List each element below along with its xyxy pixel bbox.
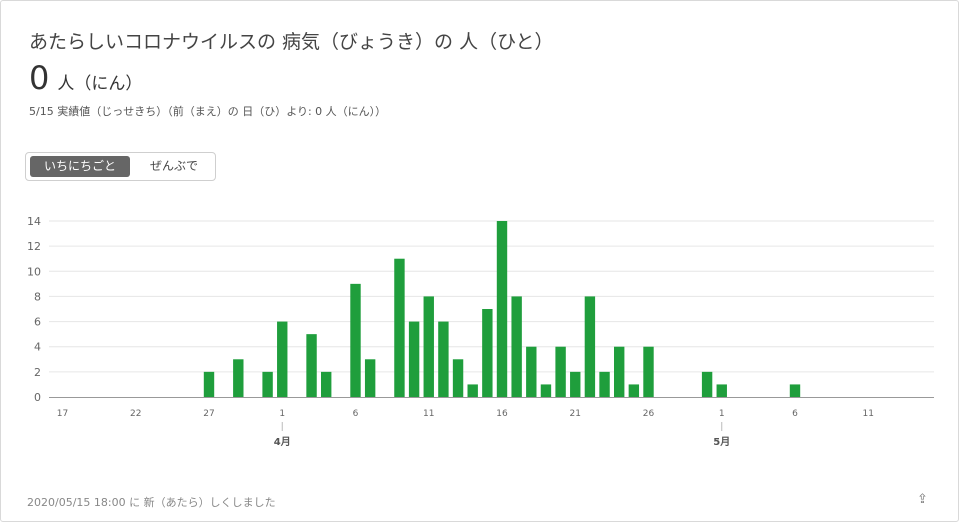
x-tick-label: 11 [863,409,874,419]
toggle-daily-button[interactable]: いちにちごと [30,156,130,177]
bar-4/16 [496,221,508,397]
toggle-total-button[interactable]: ぜんぶで [149,159,198,173]
bar-4/13 [452,359,464,397]
x-tick-label: 27 [203,409,214,419]
x-tick-label: 1 [719,409,725,419]
bar-4/25 [628,384,640,397]
bar-4/14 [467,384,478,397]
y-tick-label: 0 [34,391,41,404]
bar-4/23 [599,371,610,397]
bar-4/17 [511,296,522,397]
x-tick-label: 11 [423,409,434,419]
bar-4/24 [614,346,625,397]
bar-5/6 [789,384,801,397]
bar-4/19 [540,384,552,397]
y-tick-label: 6 [34,316,41,329]
bar-4/1 [277,321,288,397]
y-tick-label: 2 [34,366,41,379]
x-tick-label: 6 [353,409,359,419]
bar-4/11 [423,296,434,397]
bar-4/10 [408,321,420,397]
y-tick-label: 8 [34,290,41,303]
last-updated: 2020/05/15 18:00 に 新（あたら）しくしました [27,496,276,509]
count-subtitle: 5/15 実績値（じっせきち）（前（まえ）の 日（ひ）より: 0 人（にん）） [29,105,387,118]
bar-3/31 [262,371,273,397]
bar-4/26 [643,346,654,397]
month-label: 5月 [713,436,730,448]
count-unit: 人（にん） [57,74,143,94]
bar-4/3 [306,334,317,397]
y-tick-label: 14 [27,215,41,228]
bar-5/1 [716,384,727,397]
month-label: 4月 [274,436,291,448]
bar-3/27 [203,371,215,397]
x-tick-label: 17 [57,409,68,419]
page-title: あたらしいコロナウイルスの 病気（びょうき）の 人（ひと） [29,31,554,53]
x-tick-label: 6 [792,409,798,419]
bar-4/22 [584,296,596,397]
x-tick-label: 16 [496,409,508,419]
x-tick-label: 22 [130,409,141,419]
bar-4/18 [526,346,537,397]
bar-3/29 [233,359,244,397]
bar-4/6 [350,283,361,397]
bar-4/9 [394,258,405,397]
bar-4/30 [701,371,713,397]
bar-4/7 [364,359,376,397]
y-tick-label: 4 [34,341,41,354]
bar-4/4 [321,371,332,397]
bar-4/20 [555,346,566,397]
data-view-toggle: いちにちごと ぜんぶで [25,152,216,181]
y-tick-label: 10 [27,265,41,278]
y-tick-label: 12 [27,240,41,253]
bar-4/15 [482,309,493,397]
bar-4/21 [570,371,581,397]
bar-4/12 [438,321,449,397]
total-count: 0 人（にん） [29,59,142,97]
x-tick-label: 26 [643,409,655,419]
x-tick-label: 1 [279,409,285,419]
count-value: 0 [29,59,50,97]
x-tick-label: 21 [570,409,581,419]
